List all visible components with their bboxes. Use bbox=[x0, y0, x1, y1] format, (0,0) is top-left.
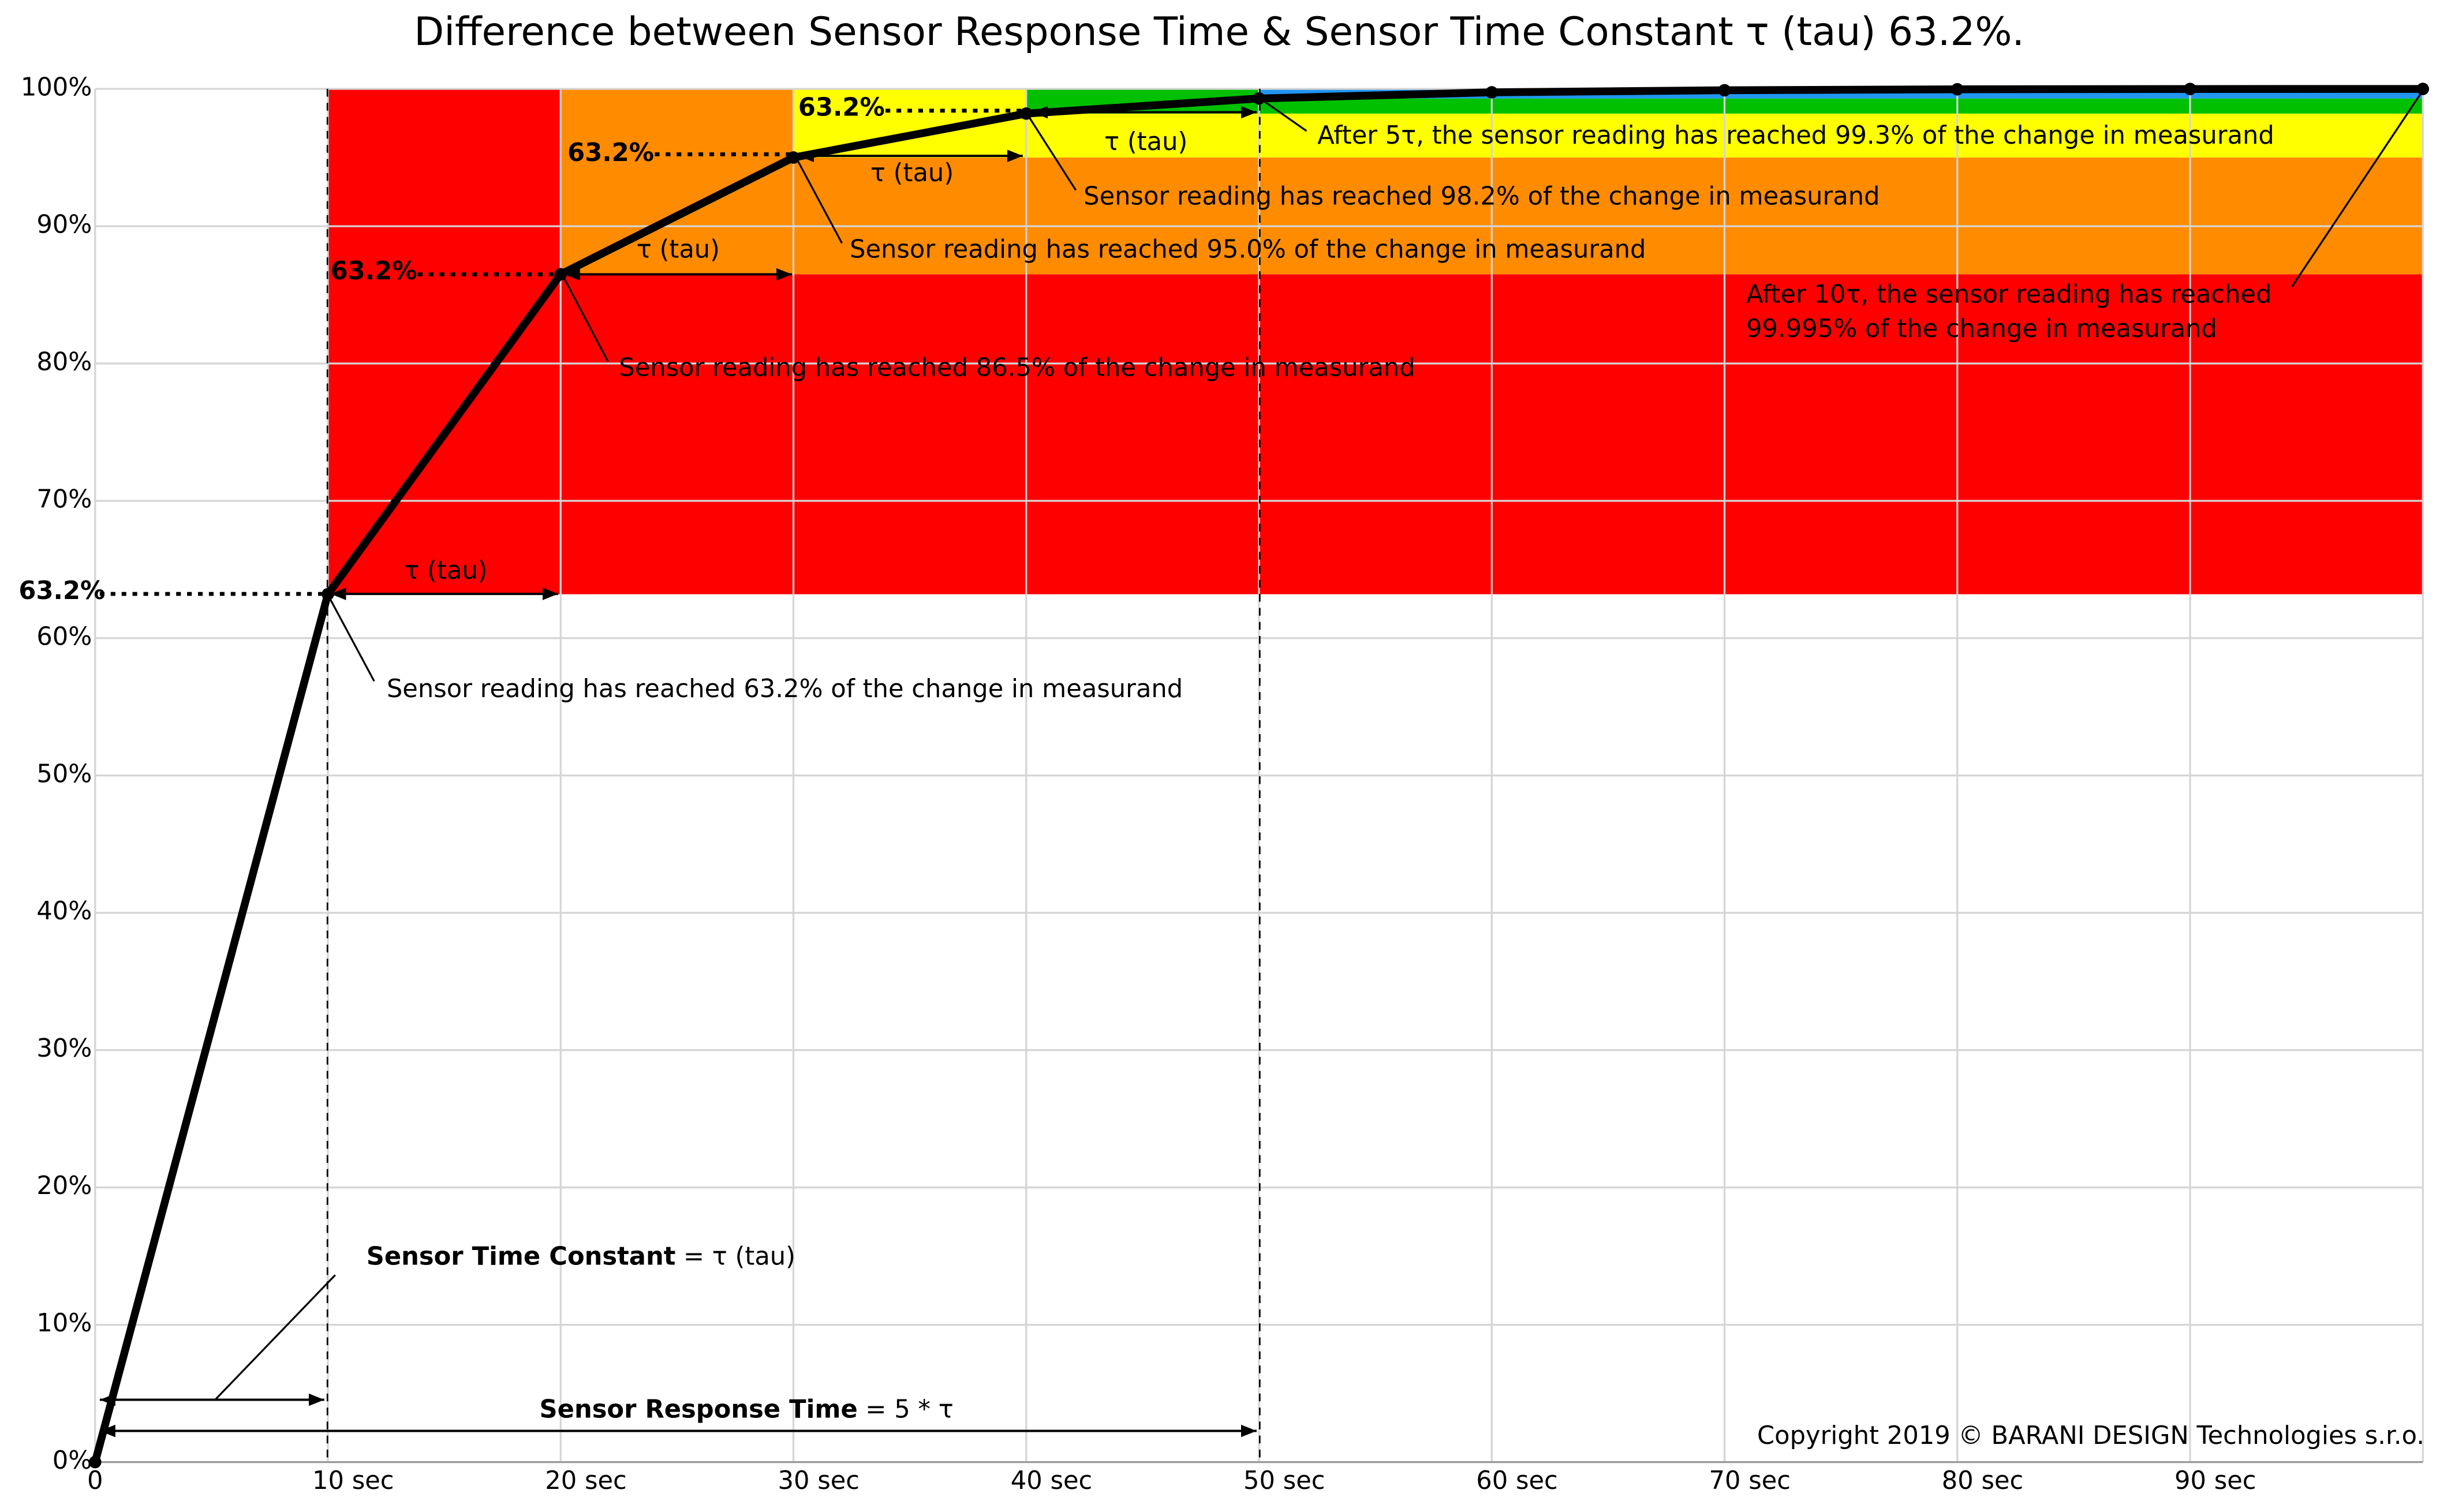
annotation-text: τ (tau) bbox=[404, 556, 487, 585]
annotation-text: Sensor Response Time bbox=[540, 1395, 858, 1424]
annotation-text: After 10τ, the sensor reading has reache… bbox=[1746, 280, 2271, 309]
point bbox=[1950, 83, 1964, 96]
x-tick-label: 30 sec bbox=[778, 1466, 860, 1495]
x-tick-label: 40 sec bbox=[1011, 1466, 1093, 1495]
annotation-text: 63.2% bbox=[798, 93, 885, 122]
y-tick-label: 100% bbox=[21, 73, 92, 102]
annotation-line bbox=[1259, 97, 1307, 132]
zone-column bbox=[561, 88, 794, 275]
y-tick-label: 40% bbox=[36, 897, 92, 926]
point bbox=[322, 587, 334, 601]
annotation-text: = 5 * τ bbox=[865, 1395, 954, 1424]
annotation-text: τ (tau) bbox=[1104, 128, 1187, 156]
annotation-text: Sensor reading has reached 95.0% of the … bbox=[850, 235, 1646, 264]
y-tick-label: 70% bbox=[36, 485, 92, 514]
x-tick-label: 90 sec bbox=[2174, 1466, 2256, 1495]
y-tick-label: 20% bbox=[36, 1172, 92, 1200]
point bbox=[1019, 107, 1033, 120]
point bbox=[1485, 86, 1499, 99]
annotation-text: Sensor Response Time = 5 * τ bbox=[540, 1395, 954, 1424]
y-tick-label: 30% bbox=[36, 1034, 92, 1063]
zone-band bbox=[793, 157, 2423, 275]
annotation-text: τ (tau) bbox=[870, 159, 954, 188]
x-tick-label: 10 sec bbox=[312, 1466, 394, 1495]
x-tick-label: 0 bbox=[87, 1466, 103, 1495]
annotation-line bbox=[560, 272, 609, 362]
annotation-text: 63.2% bbox=[567, 139, 654, 167]
point bbox=[1253, 92, 1265, 105]
point bbox=[787, 151, 800, 164]
y-tick-label: 60% bbox=[36, 622, 92, 651]
annotations: 63.2% 63.2% 63.2% 63.2% τ (tau) τ (tau) … bbox=[18, 88, 2424, 1462]
point bbox=[2416, 83, 2430, 95]
annotation-text: Sensor reading has reached 86.5% of the … bbox=[619, 354, 1415, 383]
point bbox=[554, 268, 567, 281]
annotation-line bbox=[2291, 89, 2424, 287]
annotation-text: Sensor Time Constant = τ (tau) bbox=[367, 1242, 795, 1271]
annotation-text: 63.2% bbox=[18, 577, 105, 605]
annotation-line bbox=[326, 593, 375, 682]
annotation-text: Copyright 2019 © BARANI DESIGN Technolog… bbox=[1757, 1421, 2424, 1450]
point bbox=[88, 1455, 102, 1469]
y-tick-label: 90% bbox=[36, 210, 92, 239]
x-tick-label: 70 sec bbox=[1709, 1466, 1791, 1495]
point bbox=[1718, 84, 1731, 97]
x-tick-label: 20 sec bbox=[545, 1466, 627, 1495]
plot bbox=[88, 83, 2430, 1469]
y-tick-label: 0% bbox=[53, 1446, 92, 1475]
y-tick-label: 10% bbox=[36, 1309, 92, 1338]
annotation-text: After 5τ, the sensor reading has reached… bbox=[1317, 121, 2274, 150]
annotation-text: Sensor reading has reached 63.2% of the … bbox=[387, 675, 1183, 703]
zone-column bbox=[328, 88, 561, 594]
annotation-line bbox=[794, 155, 843, 244]
annotation-text: 63.2% bbox=[331, 257, 417, 286]
chart-title: Difference between Sensor Response Time … bbox=[414, 9, 2024, 54]
x-tick-label: 60 sec bbox=[1476, 1466, 1558, 1495]
annotation-text: 99.995% of the change in measurand bbox=[1746, 315, 2217, 343]
point bbox=[2184, 83, 2196, 96]
annotation-text: = τ (tau) bbox=[683, 1242, 795, 1271]
y-tick-label: 80% bbox=[36, 347, 92, 376]
annotation-text: τ (tau) bbox=[637, 235, 720, 264]
y-tick-label: 50% bbox=[36, 759, 92, 788]
annotation-line bbox=[214, 1274, 336, 1401]
x-tick-label: 80 sec bbox=[1942, 1466, 2024, 1495]
annotation-line bbox=[1028, 116, 1077, 191]
x-tick-label: 50 sec bbox=[1243, 1466, 1325, 1495]
zone-band bbox=[1259, 98, 2423, 114]
annotation-text: Sensor Time Constant bbox=[367, 1242, 676, 1271]
annotation-text: Sensor reading has reached 98.2% of the … bbox=[1083, 182, 1879, 211]
